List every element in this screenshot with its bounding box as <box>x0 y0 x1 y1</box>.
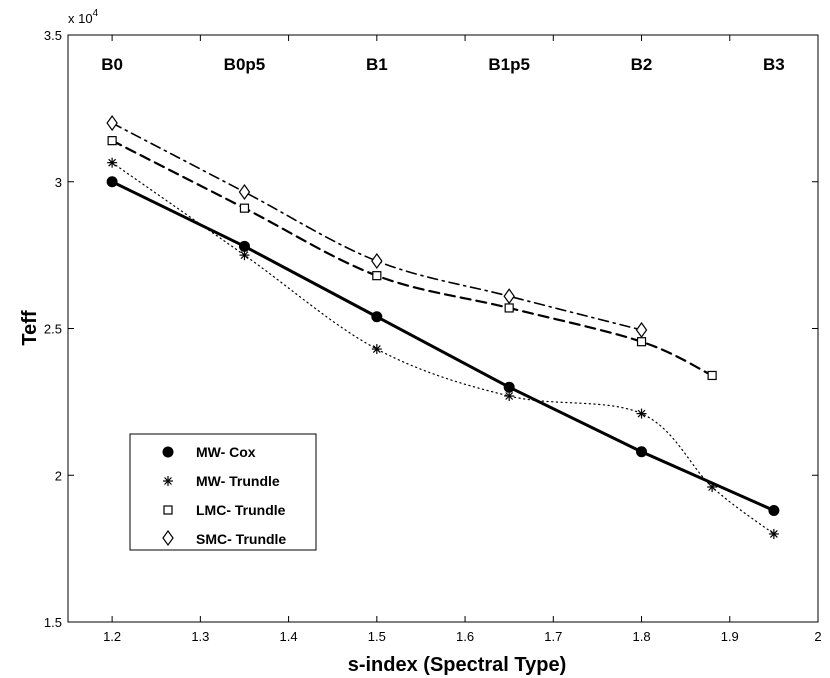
legend-marker-smc-trundle <box>162 529 174 547</box>
series-line-smc-trundle <box>111 122 643 331</box>
y-tick-label: 2 <box>55 468 62 483</box>
x-tick-label: 1.9 <box>721 629 739 644</box>
data-point-lmc-trundle <box>636 337 647 347</box>
legend-label-lmc-trundle: LMC- Trundle <box>196 502 286 518</box>
x-tick-label: 1.8 <box>632 629 650 644</box>
data-point-lmc-trundle <box>239 203 250 213</box>
y-tick-label: 2.5 <box>44 322 62 337</box>
x-tick-label: 1.7 <box>544 629 562 644</box>
y-exponent-power: 4 <box>93 8 99 19</box>
legend-label-mw-cox: MW- Cox <box>196 444 256 460</box>
data-point-smc-trundle <box>106 115 118 132</box>
data-point-mw-cox <box>768 504 780 516</box>
data-point-mw-trundle <box>707 481 718 492</box>
data-point-mw-trundle <box>239 250 250 261</box>
data-point-smc-trundle <box>371 252 383 270</box>
y-tick-label: 3.5 <box>44 28 62 43</box>
data-point-smc-trundle <box>503 288 515 305</box>
legend-marker-mw-cox <box>162 446 174 458</box>
data-point-mw-trundle <box>504 391 515 402</box>
y-tick-label: 1.5 <box>44 615 62 630</box>
data-point-mw-trundle <box>107 157 118 168</box>
data-point-mw-trundle <box>636 408 647 419</box>
spectral-type-label: B1p5 <box>488 55 530 74</box>
spectral-type-label: B0 <box>101 55 123 74</box>
y-axis-title: Teff <box>19 310 41 346</box>
x-axis-title: s-index (Spectral Type) <box>348 654 567 676</box>
data-point-lmc-trundle <box>504 303 514 313</box>
data-point-smc-trundle <box>635 321 648 338</box>
data-point-mw-cox <box>106 176 118 188</box>
x-tick-label: 1.4 <box>280 629 298 644</box>
series-line-mw-trundle <box>111 162 775 535</box>
legend-label-smc-trundle: SMC- Trundle <box>196 531 286 547</box>
spectral-type-label: B1 <box>366 55 388 74</box>
legend-label-mw-trundle: MW- Trundle <box>196 473 280 489</box>
data-point-mw-cox <box>238 240 250 252</box>
x-tick-label: 1.2 <box>103 629 121 644</box>
x-tick-label: 1.3 <box>191 629 209 644</box>
legend: MW- Cox MW- Trundle LMC- Trundle SMC- Tr… <box>129 433 317 551</box>
legend-box <box>129 433 317 551</box>
data-point-lmc-trundle <box>707 370 717 381</box>
data-point-smc-trundle <box>238 183 251 201</box>
spectral-type-label: B2 <box>631 55 653 74</box>
y-tick-label: 3 <box>55 175 62 190</box>
spectral-type-label: B3 <box>763 55 785 74</box>
data-point-lmc-trundle <box>107 136 117 146</box>
data-point-mw-cox <box>636 446 648 458</box>
legend-marker-lmc-trundle <box>163 505 173 515</box>
y-axis-exponent: x 104 <box>68 8 99 26</box>
data-point-lmc-trundle <box>372 271 382 281</box>
data-point-mw-cox <box>371 311 383 323</box>
series-line-mw-cox <box>110 180 776 512</box>
y-exponent-base: x 10 <box>68 11 93 26</box>
data-point-mw-trundle <box>768 528 779 539</box>
x-tick-label: 1.6 <box>456 629 474 644</box>
spectral-type-label: B0p5 <box>224 55 266 74</box>
data-point-mw-cox <box>503 381 515 393</box>
legend-marker-mw-trundle <box>163 476 173 486</box>
data-point-mw-trundle <box>371 344 382 355</box>
plot-area: 1.2 1.3 1.4 1.5 1.6 1.7 1.8 1.9 2 1.5 2 2.5 3 3.5 B0 B0… <box>44 28 822 644</box>
x-tick-label: 2 <box>814 629 821 644</box>
x-tick-label: 1.5 <box>368 629 386 644</box>
